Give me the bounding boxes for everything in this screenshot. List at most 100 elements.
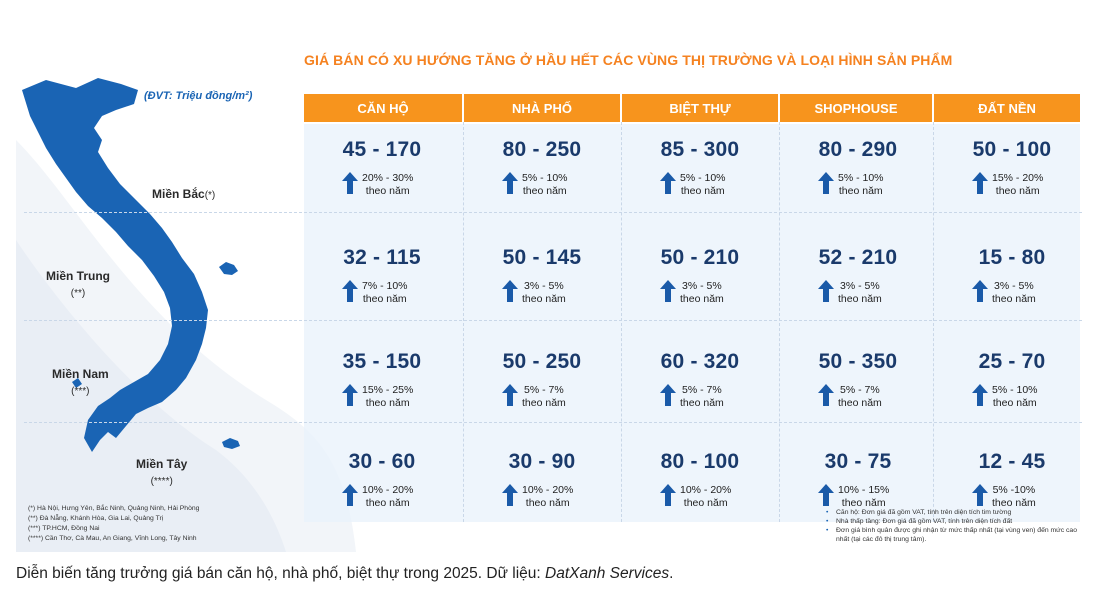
growth-percent: 3% - 5% [524,280,564,292]
footnote: Căn hộ: Đơn giá đã gồm VAT, tính trên di… [826,508,1086,517]
up-arrow-icon [818,384,834,406]
price-range: 80 - 250 [502,138,582,161]
unit-label: (ĐVT: Triệu đồng/m²) [144,90,253,102]
growth-period: theo năm [992,293,1036,305]
up-arrow-icon [342,280,358,302]
growth-period: theo năm [838,397,882,409]
price-cell: 35 - 150 15% - 25% theo năm [304,340,460,440]
growth-percent: 3% - 5% [840,280,880,292]
growth-percent: 10% - 20% [362,484,414,496]
growth-percent: 7% - 10% [362,280,408,292]
column-header-dat-nen: ĐẤT NỀN [934,94,1080,122]
price-range: 50 - 350 [818,350,898,373]
growth-percent: 3% - 5% [994,280,1034,292]
footnotes-right: Căn hộ: Đơn giá đã gồm VAT, tính trên di… [826,508,1086,544]
growth-period: theo năm [992,497,1036,509]
image-caption: Diễn biến tăng trưởng giá bán căn hộ, nh… [16,565,674,582]
growth-percent: 3% - 5% [682,280,722,292]
column-divider [463,122,464,522]
growth-period: theo năm [680,293,724,305]
price-range: 25 - 70 [978,350,1046,373]
price-cell: 52 - 210 3% - 5% theo năm [780,236,936,336]
growth-rate: 3% - 5% theo năm [680,280,724,306]
price-cell: 80 - 250 5% - 10% theo năm [464,128,620,228]
price-cell: 50 - 210 3% - 5% theo năm [622,236,778,336]
growth-percent: 15% - 20% [992,172,1044,184]
growth-rate: 5% - 10% theo năm [522,172,568,198]
footnote: Đơn giá bình quân được ghi nhận từ mức t… [826,526,1086,544]
price-cell: 15 - 80 3% - 5% theo năm [934,236,1090,336]
growth-rate: 15% - 25% theo năm [362,384,413,410]
footnote: (***) TP.HCM, Đồng Nai [28,525,100,532]
growth-period: theo năm [841,497,886,509]
price-cell: 50 - 145 3% - 5% theo năm [464,236,620,336]
up-arrow-icon [502,172,518,194]
column-divider [933,122,934,522]
region-mien-trung: Miền Trung (**) [46,269,110,299]
price-range: 80 - 100 [660,450,740,473]
growth-period: theo năm [680,397,724,409]
infographic-title: GIÁ BÁN CÓ XU HƯỚNG TĂNG Ở HẦU HẾT CÁC V… [304,52,953,68]
growth-period: theo năm [362,293,407,305]
footnote: (****) Cần Thơ, Cà Mau, An Giang, Vĩnh L… [28,535,197,542]
growth-percent: 5% -10% [992,484,1036,496]
up-arrow-icon [818,172,834,194]
up-arrow-icon [660,172,676,194]
up-arrow-icon [818,484,834,506]
column-header-nha-pho: NHÀ PHỐ [464,94,620,122]
growth-rate: 10% - 20% theo năm [522,484,573,510]
price-cell: 80 - 100 10% - 20% theo năm [622,440,778,540]
region-mien-nam: Miền Nam (***) [52,367,109,397]
price-cell: 85 - 300 5% - 10% theo năm [622,128,778,228]
footnote: (**) Đà Nẵng, Khánh Hòa, Gia Lai, Quảng … [28,515,164,522]
price-range: 50 - 100 [972,138,1052,161]
growth-percent: 15% - 25% [362,384,414,396]
price-cell: 50 - 350 5% - 7% theo năm [780,340,936,440]
growth-rate: 5% - 7% theo năm [838,384,882,410]
price-range: 80 - 290 [818,138,898,161]
growth-rate: 10% - 15% theo năm [838,484,889,510]
up-arrow-icon [342,384,358,406]
footnotes-left: (*) Hà Nội, Hưng Yên, Bắc Ninh, Quảng Ni… [28,504,199,544]
growth-period: theo năm [365,497,410,509]
up-arrow-icon [972,484,988,506]
price-range: 30 - 90 [508,450,576,473]
growth-rate: 5% - 7% theo năm [522,384,566,410]
growth-percent: 5% - 10% [680,172,726,184]
up-arrow-icon [502,384,518,406]
growth-percent: 10% - 20% [680,484,732,496]
price-cell: 50 - 250 5% - 7% theo năm [464,340,620,440]
growth-rate: 20% - 30% theo năm [362,172,413,198]
up-arrow-icon [818,280,834,302]
growth-percent: 5% - 10% [522,172,568,184]
up-arrow-icon [342,484,358,506]
growth-period: theo năm [522,185,567,197]
growth-rate: 5% - 10% theo năm [838,172,884,198]
growth-period: theo năm [522,293,566,305]
region-mien-bac: Miền Bắc(*) [152,187,216,201]
growth-percent: 5% - 7% [524,384,564,396]
growth-rate: 5% - 10% theo năm [992,384,1038,410]
growth-percent: 5% - 10% [838,172,884,184]
up-arrow-icon [660,384,676,406]
growth-rate: 3% - 5% theo năm [522,280,566,306]
growth-period: theo năm [992,397,1037,409]
price-range: 30 - 60 [348,450,416,473]
growth-period: theo năm [995,185,1040,197]
column-divider [779,122,780,522]
growth-percent: 5% - 10% [992,384,1038,396]
price-range: 30 - 75 [824,450,892,473]
growth-rate: 5% - 7% theo năm [680,384,724,410]
table-panel [304,124,1080,522]
growth-period: theo năm [525,497,570,509]
up-arrow-icon [972,172,988,194]
row-divider [24,422,1082,423]
up-arrow-icon [502,484,518,506]
growth-rate: 3% - 5% theo năm [838,280,882,306]
column-header-can-ho: CĂN HỘ [304,94,462,122]
price-range: 15 - 80 [978,246,1046,269]
price-cell: 30 - 90 10% - 20% theo năm [464,440,620,540]
price-cell: 12 - 45 5% -10% theo năm [934,440,1090,540]
growth-period: theo năm [838,185,883,197]
price-range: 50 - 145 [502,246,582,269]
